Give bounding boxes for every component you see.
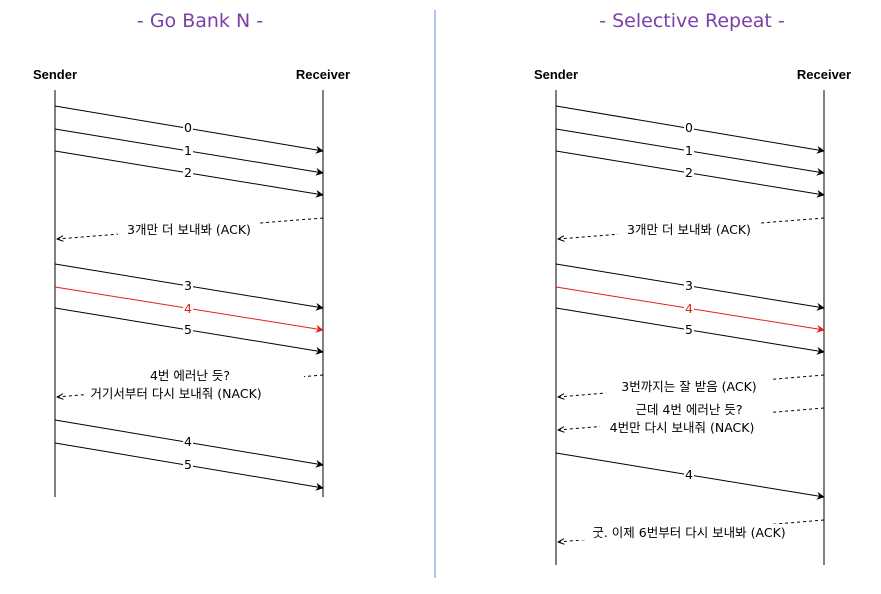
gbn-resend-5-label: 5 (184, 457, 192, 472)
gbn-packet-3-label: 3 (184, 278, 192, 293)
gbn-sender-label: Sender (33, 67, 77, 82)
gbn-ack-label: 3개만 더 보내봐 (ACK) (127, 222, 251, 237)
sr-title: - Selective Repeat - (599, 10, 785, 32)
sr-packet-5-label: 5 (685, 322, 693, 337)
sr-sender-label: Sender (534, 67, 578, 82)
sr-packet-2-label: 2 (685, 165, 693, 180)
sr-nack-label-line1: 근데 4번 에러난 듯? (635, 402, 742, 417)
sr-packet-0-label: 0 (685, 120, 693, 135)
gbn-packet-5-label: 5 (184, 322, 192, 337)
gbn-resend-4-label: 4 (184, 434, 192, 449)
selective-repeat-diagram: - Selective Repeat - Sender Receiver 0 1… (534, 10, 851, 565)
sr-receiver-label: Receiver (797, 67, 851, 82)
gbn-nack-label-line1: 4번 에러난 듯? (150, 368, 230, 383)
sr-packet-1-label: 1 (685, 143, 693, 158)
gbn-receiver-label: Receiver (296, 67, 350, 82)
sr-ack2-label: 3번까지는 잘 받음 (ACK) (621, 379, 756, 394)
sr-ack-label: 3개만 더 보내봐 (ACK) (627, 222, 751, 237)
gbn-title: - Go Bank N - (137, 10, 263, 32)
gbn-packet-1-label: 1 (184, 143, 192, 158)
gbn-packet-4-label: 4 (184, 301, 192, 316)
gbn-packet-2-label: 2 (184, 165, 192, 180)
gbn-packet-0-label: 0 (184, 120, 192, 135)
sr-packet-3-label: 3 (685, 278, 693, 293)
sr-nack-label-line2: 4번만 다시 보내줘 (NACK) (610, 420, 755, 435)
sr-ack3-label: 굿. 이제 6번부터 다시 보내봐 (ACK) (592, 525, 785, 540)
sr-packet-4-label: 4 (685, 301, 693, 316)
gbn-nack-label-line2: 거기서부터 다시 보내줘 (NACK) (90, 386, 261, 401)
go-back-n-diagram: - Go Bank N - Sender Receiver 0 1 2 3개만 … (33, 10, 350, 497)
sr-resend-4-label: 4 (685, 467, 693, 482)
